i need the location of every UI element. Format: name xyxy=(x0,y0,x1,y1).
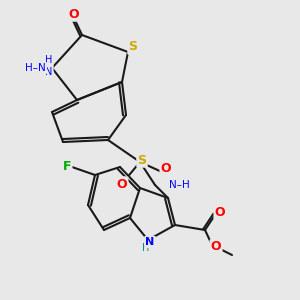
Text: O: O xyxy=(211,241,221,254)
Text: S: S xyxy=(137,154,146,166)
Text: N: N xyxy=(146,237,154,247)
Text: N–H: N–H xyxy=(169,180,190,190)
Text: O: O xyxy=(117,178,127,190)
Text: H: H xyxy=(142,243,150,253)
Text: O: O xyxy=(215,206,225,218)
Text: H
N: H N xyxy=(45,55,53,77)
Text: O: O xyxy=(161,163,171,176)
Text: H–N: H–N xyxy=(25,63,46,73)
Text: O: O xyxy=(69,8,79,20)
Text: S: S xyxy=(128,40,137,53)
Text: F: F xyxy=(63,160,71,173)
